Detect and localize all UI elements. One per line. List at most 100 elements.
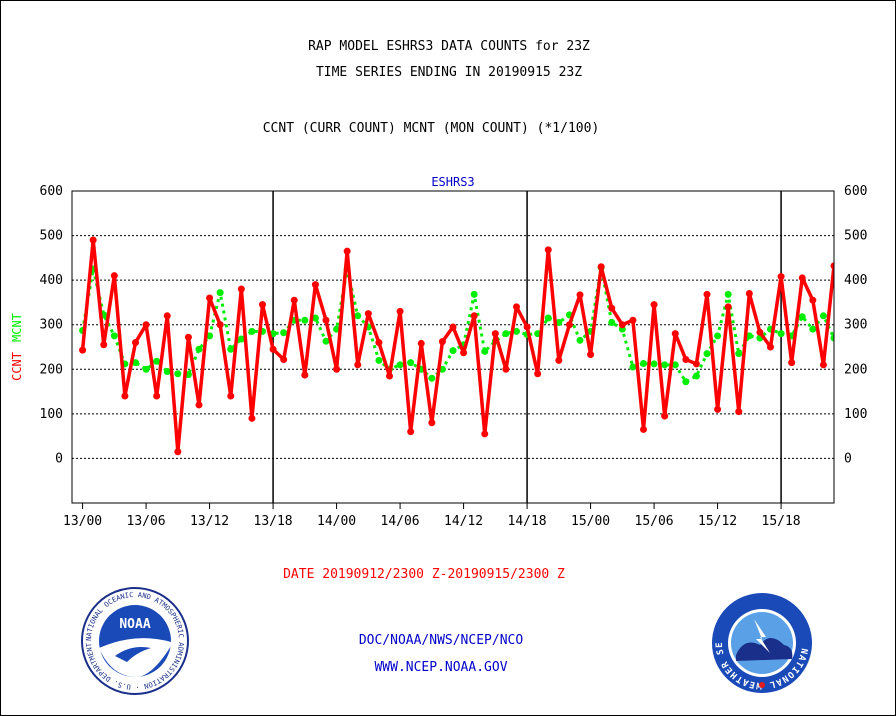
noaa-logo-text: NOAA — [119, 617, 150, 632]
nws-logo: NATIONAL WEATHER SERVICE — [710, 589, 812, 693]
ccnt-point — [756, 328, 764, 336]
ccnt-point — [587, 351, 595, 359]
ccnt-point — [354, 361, 362, 369]
x-tick-label: 14/18 — [508, 514, 547, 529]
ccnt-point — [523, 323, 531, 331]
ccnt-point — [206, 294, 214, 302]
mcnt-point — [798, 313, 806, 321]
ccnt-point — [671, 330, 679, 338]
ccnt-point — [735, 408, 743, 416]
credit-line-url[interactable]: WWW.NCEP.NOAA.GOV — [374, 660, 508, 675]
mcnt-point — [396, 361, 404, 369]
ccnt-point — [343, 247, 351, 255]
ccnt-point — [142, 321, 150, 329]
ccnt-point — [269, 345, 277, 353]
y-tick-label-right: 500 — [844, 229, 867, 244]
ccnt-point — [798, 274, 806, 282]
mcnt-point — [830, 334, 834, 342]
ccnt-point — [470, 312, 478, 320]
ccnt-point — [460, 349, 468, 357]
mcnt-point — [544, 314, 552, 322]
mcnt-point — [354, 312, 362, 320]
ccnt-point — [386, 372, 393, 380]
ccnt-point — [502, 365, 510, 373]
ccnt-point — [565, 321, 573, 329]
plot-frame — [71, 190, 835, 504]
y-tick-label-left: 600 — [40, 184, 63, 199]
noaa-logo: NATIONAL OCEANIC AND ATMOSPHERIC ADMINIS… — [81, 586, 189, 695]
ccnt-point — [745, 290, 753, 298]
mcnt-point — [407, 359, 415, 367]
ccnt-point — [650, 301, 658, 309]
chart-title-line2: TIME SERIES ENDING IN 20190915 23Z — [315, 65, 583, 80]
mcnt-point — [608, 318, 616, 326]
x-tick-label: 15/12 — [698, 514, 737, 529]
x-tick-label: 13/12 — [190, 514, 229, 529]
ccnt-point — [724, 303, 732, 311]
mcnt-point — [216, 289, 224, 297]
mcnt-point — [661, 361, 669, 369]
y-tick-label-right: 100 — [844, 407, 867, 422]
mcnt-point — [237, 335, 245, 343]
mcnt-point — [809, 325, 817, 333]
ccnt-point — [163, 312, 171, 320]
y-tick-label-left: 0 — [55, 451, 63, 466]
y-tick-label-left: 100 — [40, 407, 63, 422]
mcnt-point — [132, 359, 139, 367]
y-tick-label-right: 600 — [844, 184, 867, 199]
y-tick-label-left: 400 — [40, 273, 63, 288]
ccnt-point — [640, 425, 647, 433]
ccnt-point — [682, 355, 690, 363]
ccnt-point — [809, 296, 817, 304]
mcnt-point — [110, 332, 118, 340]
axis-layer: ESHRS3 0 0 100 100 200 200 300 300 400 400 500 500 60… — [10, 175, 867, 529]
x-tick-label: 13/06 — [127, 514, 166, 529]
plot-title: ESHRS3 — [431, 175, 474, 189]
mcnt-point — [819, 312, 827, 320]
y-axis-label-ccnt: CCNT — [10, 352, 24, 381]
y-tick-label-right: 400 — [844, 273, 867, 288]
ccnt-point — [788, 359, 796, 367]
mcnt-point — [153, 357, 161, 365]
mcnt-point — [248, 327, 256, 335]
ccnt-point — [153, 392, 161, 400]
ccnt-point — [227, 392, 235, 400]
x-tick-label: 13/00 — [63, 514, 102, 529]
x-tick-label: 13/18 — [254, 514, 293, 529]
ccnt-point — [259, 301, 266, 309]
mcnt-point — [682, 378, 690, 386]
date-range-label: DATE 20190912/2300 Z-20190915/2300 Z — [283, 567, 565, 582]
ccnt-point — [608, 304, 616, 312]
mcnt-point — [206, 332, 214, 340]
ccnt-point — [301, 371, 309, 379]
chart-title-line1: RAP MODEL ESHRS3 DATA COUNTS for 23Z — [308, 39, 590, 54]
mcnt-point — [322, 337, 330, 345]
y-tick-label-right: 0 — [844, 451, 852, 466]
ccnt-point — [491, 330, 499, 338]
ccnt-point — [100, 341, 108, 349]
mcnt-point — [576, 336, 584, 344]
x-tick-label: 15/00 — [571, 514, 610, 529]
ccnt-point — [375, 339, 383, 347]
ccnt-point — [290, 296, 298, 304]
mcnt-point — [142, 365, 150, 373]
mcnt-point — [174, 370, 182, 378]
mcnt-point — [735, 350, 743, 358]
mcnt-point — [227, 345, 235, 353]
credit-line-org: DOC/NOAA/NWS/NCEP/NCO — [358, 633, 524, 648]
ccnt-point — [333, 365, 341, 373]
x-tick-label: 15/06 — [635, 514, 674, 529]
y-tick-label-left: 500 — [40, 229, 63, 244]
mcnt-point — [640, 359, 647, 367]
mcnt-point — [692, 372, 700, 380]
ccnt-point — [534, 370, 542, 378]
mcnt-point — [714, 332, 722, 340]
x-tick-label: 14/12 — [444, 514, 483, 529]
mcnt-point — [777, 330, 785, 338]
ccnt-point — [417, 339, 425, 347]
nws-star-icon — [759, 682, 765, 688]
x-tick-label: 14/00 — [317, 514, 356, 529]
ccnt-point — [841, 332, 848, 339]
ccnt-point — [407, 428, 415, 436]
mcnt-point — [513, 327, 520, 335]
